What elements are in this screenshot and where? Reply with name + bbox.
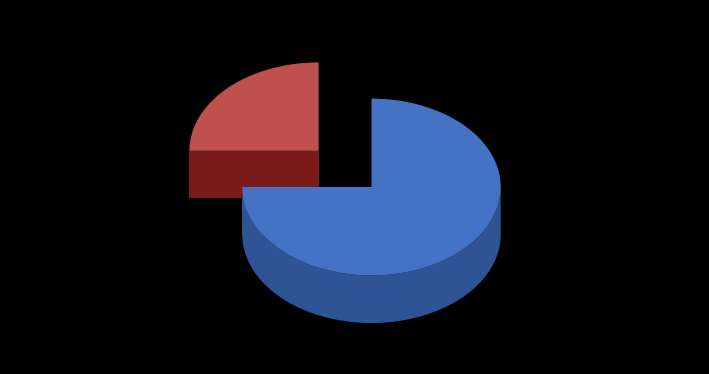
Polygon shape bbox=[242, 186, 501, 323]
Polygon shape bbox=[189, 151, 318, 199]
Polygon shape bbox=[242, 99, 501, 275]
Polygon shape bbox=[242, 187, 372, 234]
Polygon shape bbox=[189, 62, 318, 151]
